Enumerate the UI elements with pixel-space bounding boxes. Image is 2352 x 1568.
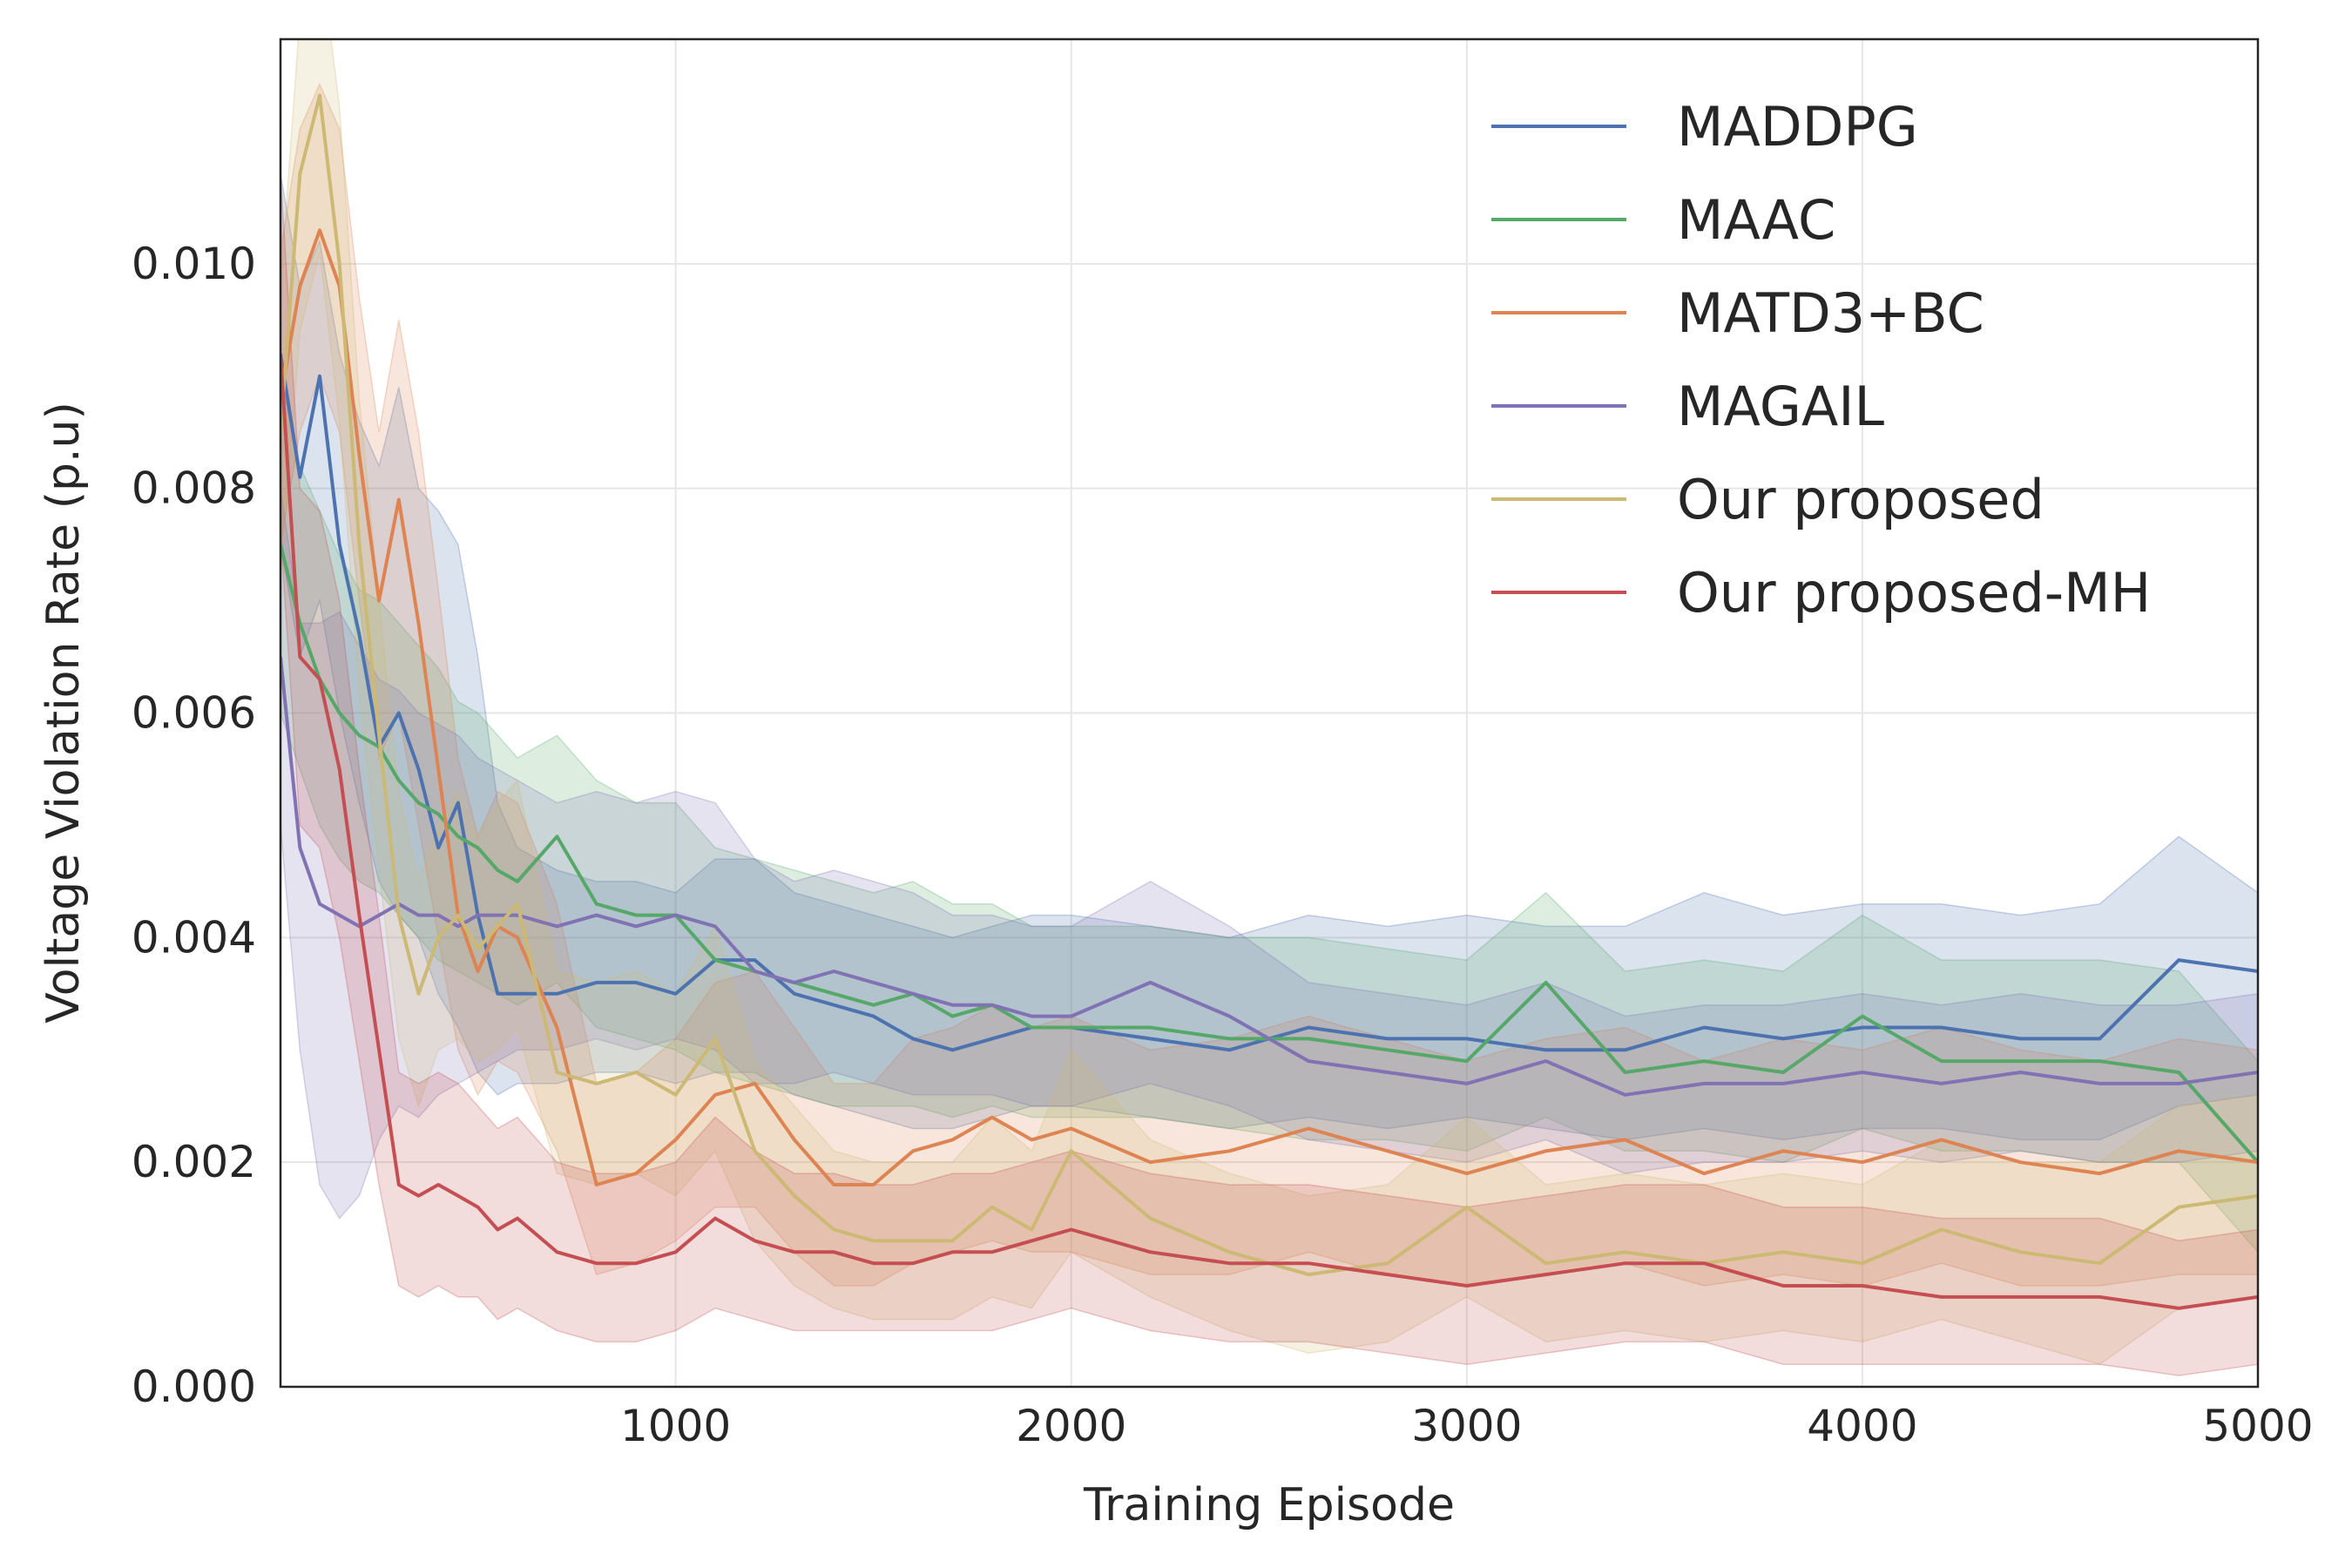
matd3-bc-legend-label: MATD3+BC — [1677, 281, 1984, 345]
gridlines — [280, 39, 2259, 1388]
x-tick-label: 4000 — [1807, 1401, 1917, 1451]
maac-band — [280, 375, 2258, 1254]
x-tick-label: 5000 — [2202, 1401, 2313, 1451]
x-tick-label: 3000 — [1411, 1401, 1522, 1451]
magail-line — [280, 656, 2258, 1097]
our-proposed-mh-legend-label: Our proposed-MH — [1677, 561, 2151, 625]
our-proposed-line — [280, 93, 2258, 1277]
axis-ticks: 1000 2000 3000 4000 5000 0.000 0.002 0.004 0.006… — [132, 239, 2314, 1451]
maac-line — [280, 544, 2258, 1164]
y-tick-label: 0.000 — [132, 1362, 256, 1412]
matd3-bc-line — [280, 228, 2258, 1186]
maddpg-line — [280, 353, 2258, 1052]
maddpg-band — [280, 173, 2258, 1141]
y-tick-label: 0.008 — [132, 463, 256, 514]
our-proposed-mh-band — [280, 173, 2258, 1376]
x-axis-title: Training Episode — [1083, 1479, 1455, 1531]
x-tick-label: 1000 — [620, 1401, 731, 1451]
y-tick-label: 0.002 — [132, 1137, 256, 1187]
maac-legend-label: MAAC — [1677, 188, 1835, 252]
series-lines — [280, 93, 2258, 1310]
y-tick-label: 0.010 — [132, 239, 256, 289]
magail-legend-label: MAGAIL — [1677, 375, 1885, 438]
our-proposed-legend-label: Our proposed — [1677, 468, 2044, 531]
our-proposed-mh-line — [280, 353, 2258, 1310]
plot-frame — [279, 37, 2260, 1389]
legend: MADDPG MAAC MATD3+BC MAGAIL Our proposed Our … — [1491, 95, 2151, 625]
y-tick-label: 0.006 — [132, 688, 256, 739]
y-axis-title: Voltage Violation Rate (p.u) — [37, 402, 90, 1024]
y-tick-label: 0.004 — [132, 912, 256, 963]
x-tick-label: 2000 — [1016, 1401, 1126, 1451]
maddpg-legend-label: MADDPG — [1677, 95, 1918, 159]
